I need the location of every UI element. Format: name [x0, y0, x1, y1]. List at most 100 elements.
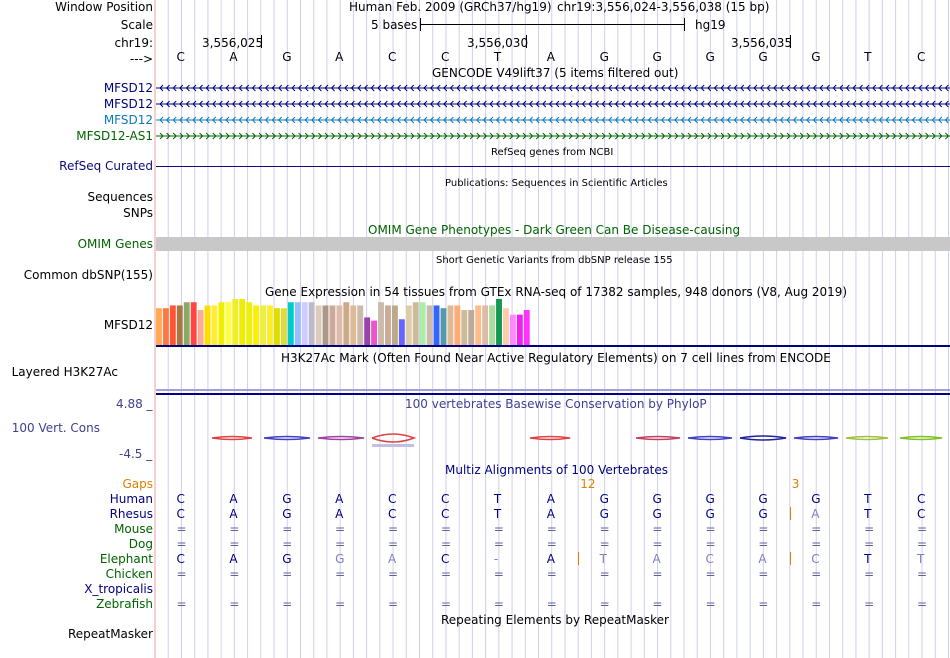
gtex-tissue-bar [211, 305, 218, 345]
gap-count: 3 [791, 477, 800, 491]
alignment-base: = [705, 597, 716, 611]
gencode-feature [156, 84, 950, 92]
alignment-base: A [229, 552, 238, 566]
gtex-tissue-bar [273, 308, 280, 345]
alignment-base: G [811, 492, 821, 506]
alignment-base: C [440, 492, 450, 506]
alignment-base: T [493, 507, 502, 521]
alignment-base: C [440, 552, 450, 566]
gtex-expression-bars[interactable] [156, 299, 950, 347]
scale-bar [420, 24, 684, 25]
position-tick-label: 3,556,025 [202, 36, 264, 50]
base-letter: G [282, 50, 292, 64]
gtex-tissue-bar [475, 305, 482, 345]
species-label: Mouse [114, 522, 153, 536]
gtex-tissue-bar [204, 305, 211, 345]
gtex-tissue-bar [350, 305, 357, 345]
cons-wiggle [899, 435, 943, 441]
alignment-base: = [652, 537, 663, 551]
gtex-gene-label[interactable]: MFSD12 [103, 318, 153, 332]
alignment-base: G [282, 492, 292, 506]
alignment-base: A [546, 507, 555, 521]
base-letter: A [229, 50, 238, 64]
omim-track-title: OMIM Gene Phenotypes - Dark Green Can Be… [368, 223, 741, 237]
gtex-tissue-bar [461, 310, 468, 345]
gtex-tissue-bar [503, 308, 509, 345]
gtex-tissue-bar [454, 305, 461, 345]
alignment-base: = [546, 522, 557, 536]
alignment-base: G [705, 492, 715, 506]
gtex-tissue-bar [315, 305, 322, 345]
alignment-base: = [335, 522, 346, 536]
position-tick-label: 3,556,035 [731, 36, 793, 50]
refseq-track-title: RefSeq genes from NCBI [491, 147, 614, 158]
insertion-marker [578, 552, 579, 565]
alignment-base: = [599, 597, 610, 611]
alignment-base: = [758, 567, 769, 581]
cons-ymin: -4.5 _ [119, 447, 153, 461]
alignment-base: = [176, 597, 187, 611]
gencode-item-label[interactable]: MFSD12 [103, 97, 153, 111]
gtex-tissue-bar [412, 302, 419, 345]
gtex-tissue-bar [357, 305, 364, 345]
gtex-tissue-bar [343, 302, 350, 345]
h3k27ac-label[interactable]: Layered H3K27Ac [11, 365, 118, 379]
alignment-base: A [811, 507, 820, 521]
gencode-features[interactable] [0, 80, 950, 150]
gtex-tissue-bar [364, 317, 371, 345]
alignment-base: = [493, 567, 504, 581]
alignment-base: C [917, 507, 926, 521]
gtex-tissue-bar [260, 305, 266, 345]
gtex-tissue-bar [294, 302, 301, 345]
gtex-tissue-bar [267, 305, 273, 345]
gtex-tissue-bar [378, 302, 384, 345]
repeatmasker-track-title: Repeating Elements by RepeatMasker [441, 613, 669, 627]
alignment-base: C [388, 507, 397, 521]
alignment-base: = [758, 597, 769, 611]
alignment-base: = [176, 522, 187, 536]
refseq-label[interactable]: RefSeq Curated [59, 159, 153, 173]
alignment-base: A [335, 507, 344, 521]
cons-wiggle [845, 435, 889, 441]
species-label: Elephant [99, 552, 153, 566]
gencode-item-label[interactable]: MFSD12-AS1 [76, 129, 153, 143]
alignment-base: = [282, 597, 293, 611]
dbsnp-label[interactable]: Common dbSNP(155) [23, 268, 153, 282]
alignment-base: = [440, 522, 451, 536]
gtex-tissue-bar [162, 308, 169, 345]
cons-wiggle [529, 435, 571, 441]
cons-wiggles[interactable] [0, 428, 950, 458]
snps-label[interactable]: SNPs [123, 206, 153, 220]
alignment-base: = [388, 537, 399, 551]
gtex-tissue-bar [169, 305, 176, 345]
species-label: Zebrafish [96, 597, 153, 611]
omim-gene-bar[interactable] [156, 237, 950, 251]
repeatmasker-label[interactable]: RepeatMasker [67, 627, 153, 641]
gtex-tissue-bar [232, 299, 239, 345]
alignment-base: A [388, 552, 397, 566]
cons-label[interactable]: 100 Vert. Cons [11, 421, 100, 435]
sequences-label[interactable]: Sequences [87, 190, 153, 204]
alignment-base: = [440, 567, 451, 581]
omim-label[interactable]: OMIM Genes [77, 237, 153, 251]
gtex-tissue-bar [371, 320, 378, 345]
gencode-item-label[interactable]: MFSD12 [103, 113, 153, 127]
position-tick [261, 35, 262, 48]
gtex-tissue-bar [419, 302, 426, 345]
cons-wiggle [263, 435, 311, 441]
gtex-tissue-bar [391, 305, 398, 345]
alignment-base: = [388, 522, 399, 536]
base-letter: A [335, 50, 344, 64]
gtex-tissue-bar [482, 305, 489, 345]
position-readout[interactable]: chr19:3,556,024-3,556,038 (15 bp) [557, 0, 770, 14]
alignment-base: = [864, 597, 875, 611]
scale-text: 5 bases [371, 18, 418, 32]
alignment-base: G [652, 492, 662, 506]
base-letter: C [388, 50, 397, 64]
alignment-base: G [335, 552, 345, 566]
species-label: Rhesus [109, 507, 153, 521]
refseq-feature-line[interactable] [156, 166, 950, 167]
gencode-item-label[interactable]: MFSD12 [103, 81, 153, 95]
gtex-tissue-bar [308, 302, 315, 345]
alignment-base: = [599, 567, 610, 581]
